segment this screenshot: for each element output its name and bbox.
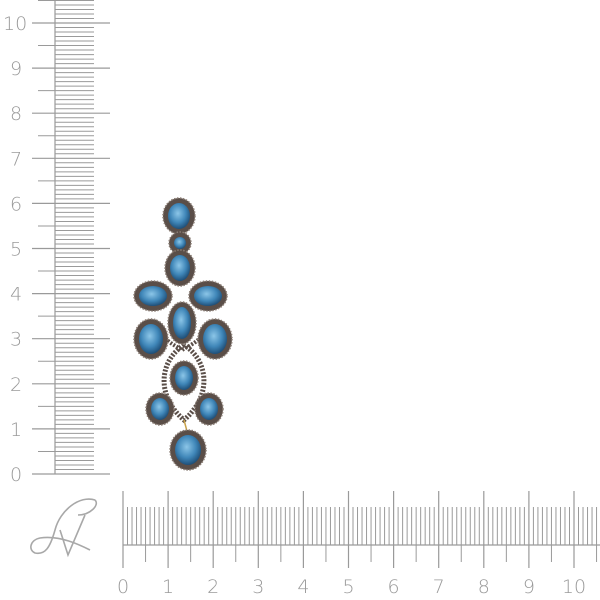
vertical-ruler-label: 10 — [3, 13, 27, 35]
horizontal-ruler-label: 1 — [162, 576, 174, 598]
blue-topaz-stone — [170, 255, 190, 281]
vertical-ruler-label: 3 — [10, 329, 22, 351]
blue-topaz-stone — [173, 307, 191, 339]
blue-topaz-stone — [139, 324, 163, 354]
blue-topaz-stone — [139, 286, 167, 306]
vertical-ruler-label: 2 — [10, 374, 22, 396]
blue-topaz-stone — [200, 398, 218, 420]
blue-topaz-stone — [168, 203, 190, 229]
vertical-ruler-label: 8 — [10, 103, 22, 125]
vertical-ruler-label: 5 — [10, 239, 22, 261]
vertical-ruler-label: 0 — [10, 464, 22, 486]
horizontal-ruler-label: 7 — [433, 576, 445, 598]
horizontal-ruler-label: 10 — [562, 576, 586, 598]
vertical-ruler-label: 9 — [10, 58, 22, 80]
vertical-ruler-label: 6 — [10, 193, 22, 215]
vertical-ruler-label: 4 — [10, 284, 22, 306]
blue-topaz-stone — [203, 324, 227, 354]
horizontal-ruler-label: 6 — [388, 576, 400, 598]
earring — [133, 197, 233, 471]
horizontal-ruler-label: 8 — [478, 576, 490, 598]
horizontal-ruler-label: 9 — [523, 576, 535, 598]
blue-topaz-stone — [175, 435, 201, 465]
horizontal-ruler-label: 4 — [297, 576, 309, 598]
blue-topaz-stone — [151, 398, 169, 420]
horizontal-ruler-label: 5 — [342, 576, 354, 598]
horizontal-ruler-label: 0 — [117, 576, 129, 598]
horizontal-ruler-label: 3 — [252, 576, 264, 598]
blue-topaz-stone — [194, 286, 222, 306]
vertical-ruler-label: 1 — [10, 419, 22, 441]
blue-topaz-stone — [174, 237, 186, 249]
vertical-ruler-label: 7 — [10, 148, 22, 170]
horizontal-ruler-label: 2 — [207, 576, 219, 598]
blue-topaz-stone — [175, 366, 193, 390]
